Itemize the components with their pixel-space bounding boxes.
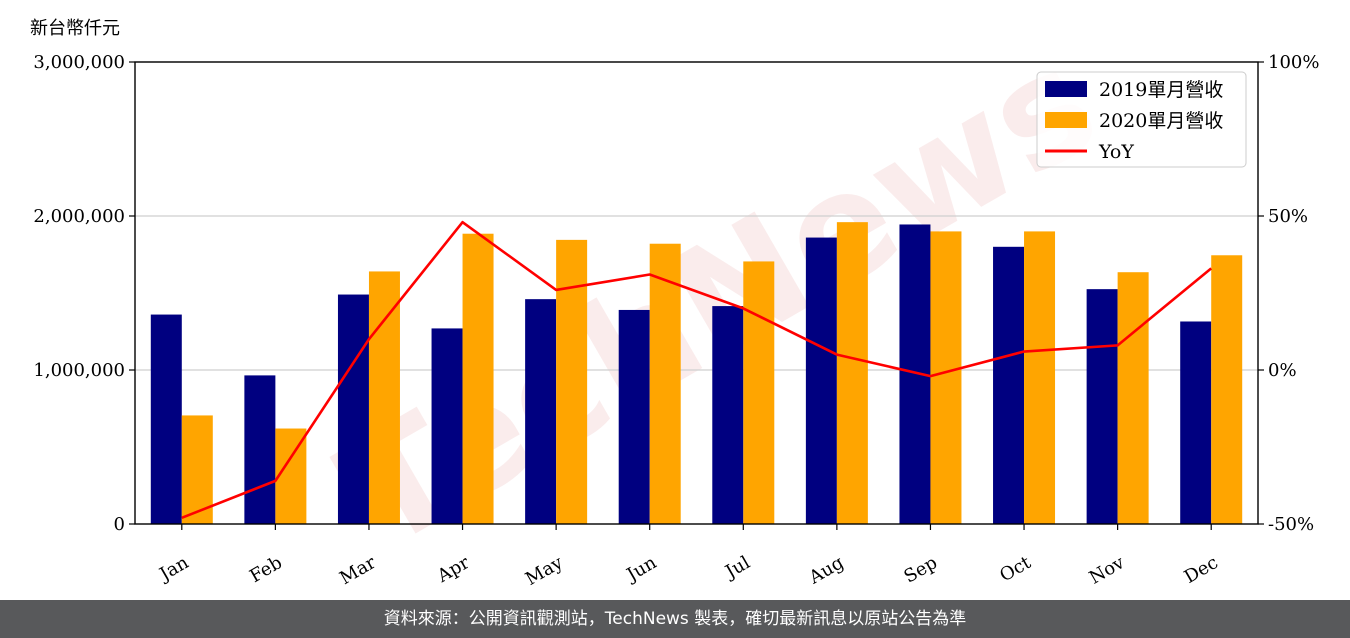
bar-2020 [1211,255,1243,524]
y2-tick-label: -50% [1268,514,1314,535]
source-footer: 資料來源：公開資訊觀測站，TechNews 製表，確切最新訊息以原站公告為準 [0,600,1350,638]
bar-2019 [244,375,276,524]
y-axis-unit-label: 新台幣仟元 [30,18,120,39]
x-tick-label: Aug [805,552,848,589]
bar-2020 [930,231,962,524]
bar-2019 [618,309,650,524]
legend-label: 2020單月營收 [1099,110,1223,132]
bar-2020 [743,261,775,524]
y2-tick-label: 50% [1268,206,1308,227]
bars [150,222,1243,525]
x-tick-label: Mar [336,552,380,589]
legend-swatch [1045,81,1087,97]
y-tick-label: 2,000,000 [33,206,125,227]
bar-2020 [649,243,681,524]
x-tick-label: Nov [1086,552,1129,589]
yoy-line [181,220,1213,520]
legend-box [1036,71,1247,168]
legend-label: 2019單月營收 [1099,79,1223,101]
bar-2019 [1180,321,1212,524]
bar-2020 [556,239,588,524]
bar-2020 [181,415,213,524]
x-tick-label: Dec [1181,552,1222,588]
bar-2020 [275,428,307,524]
bar-2019 [150,314,182,524]
legend-label: YoY [1098,141,1134,163]
revenue-chart: TechNews 01,000,0002,000,0003,000,000-50… [33,15,1319,590]
bar-2019 [431,328,463,524]
bar-2020 [836,222,868,524]
bar-2019 [993,246,1025,525]
y2-tick-label: 0% [1268,360,1297,381]
legend: 2019單月營收 2020單月營收 YoY [1036,71,1247,168]
x-tick-label: Feb [246,552,286,587]
x-tick-label: Jan [154,552,192,586]
bar-2019 [525,299,557,524]
y2-tick-label: 100% [1268,52,1319,73]
x-tick-label: Sep [901,552,941,587]
yoy-series-line [181,220,1213,520]
x-tick-label: May [522,552,567,590]
x-tick-label: Jun [622,552,661,587]
bar-2020 [462,233,494,524]
y-tick-label: 1,000,000 [33,360,125,381]
legend-swatch [1045,112,1087,128]
bar-2020 [368,271,400,524]
y-tick-label: 3,000,000 [33,52,125,73]
bar-2019 [805,237,837,524]
x-tick-label: Oct [996,552,1035,587]
y-tick-label: 0 [114,514,125,535]
bar-2020 [1024,231,1056,524]
bar-2019 [337,294,369,524]
bar-2019 [1086,289,1118,524]
bar-2019 [712,306,744,524]
x-tick-label: Jul [720,552,754,584]
bar-2020 [1117,272,1149,524]
plot-frame [134,61,1259,525]
